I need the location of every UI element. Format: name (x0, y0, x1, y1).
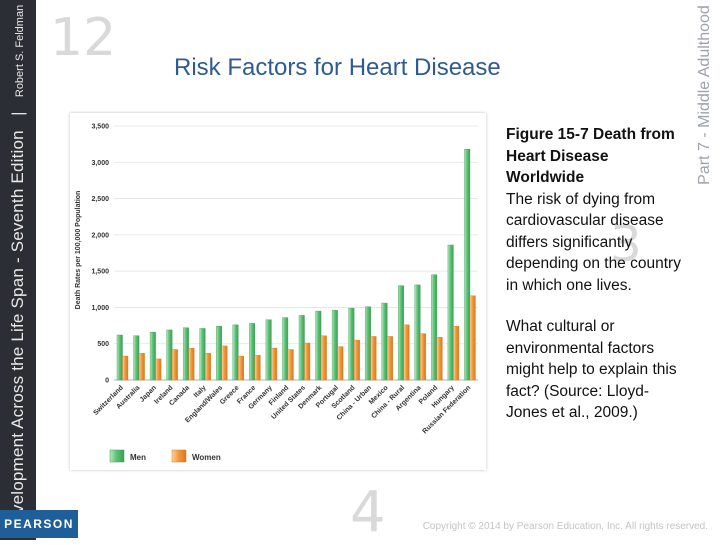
decor-number-3: 3 (610, 215, 642, 273)
bar-women (188, 347, 195, 381)
bar-men (216, 326, 222, 381)
bar-women (171, 349, 178, 381)
y-tick-label: 2,000 (91, 232, 109, 239)
legend-men-label: Men (130, 453, 146, 462)
bar-women (353, 339, 360, 381)
y-tick-label: 1,500 (91, 269, 109, 276)
y-tick-label: 0 (105, 378, 109, 385)
bar-women (420, 333, 427, 381)
bar-men (149, 331, 156, 381)
bar-women (453, 326, 460, 381)
bar-men (265, 319, 272, 381)
bar-women (155, 358, 162, 381)
bar-women (287, 349, 294, 381)
decor-number-4: 4 (350, 480, 386, 545)
publisher-logo: PEARSON (0, 510, 78, 538)
y-tick-label: 1,000 (91, 305, 109, 312)
bar-men (364, 306, 371, 381)
bar-men (431, 274, 438, 381)
bar-women (469, 295, 476, 381)
book-sidebar-text: Development Across the Life Span - Seven… (8, 5, 28, 535)
bar-women (304, 342, 311, 381)
bar-women (271, 347, 278, 381)
bar-men (348, 307, 355, 381)
legend-women-label: Women (192, 453, 221, 462)
bar-men (398, 285, 404, 381)
book-title: Development Across the Life Span - Seven… (8, 130, 27, 536)
bar-women (122, 355, 129, 381)
bar-men (232, 324, 239, 381)
discussion-question: What cultural or environmental factors m… (506, 318, 677, 421)
legend-women-swatch (171, 449, 187, 463)
decor-number-12: 12 (50, 8, 117, 68)
book-author: Robert S. Feldman (14, 4, 26, 98)
figure-description: The risk of dying from cardiovascular di… (506, 190, 681, 294)
bar-women (221, 345, 228, 381)
bar-women (436, 336, 443, 381)
copyright-notice: Copyright © 2014 by Pearson Education, I… (422, 521, 708, 532)
bar-men (249, 323, 256, 381)
y-tick-label: 3,000 (91, 160, 109, 167)
bar-men (331, 310, 338, 381)
bar-men (298, 315, 305, 381)
bar-men (166, 329, 173, 381)
bar-men (464, 149, 471, 381)
bar-women (238, 355, 245, 381)
chart-frame: 0 500 1,000 1,500 2,000 2,500 3,000 3,500 Switz… (70, 113, 486, 470)
y-tick-label: 3,500 (91, 124, 109, 131)
bar-men (133, 335, 140, 381)
legend: Men Women (109, 449, 221, 463)
bar-women (370, 336, 377, 381)
legend-men-swatch (109, 449, 125, 463)
sidebar-divider: | (10, 111, 27, 116)
bar-men (182, 327, 189, 381)
bar-women (138, 352, 145, 381)
bar-women (403, 324, 410, 381)
y-tick-label: 500 (97, 341, 109, 348)
bar-men (315, 310, 322, 381)
y-axis-label: Death Rates per 100,000 Population (75, 191, 82, 310)
bar-men (381, 302, 388, 381)
bar-men (414, 284, 421, 381)
figure-caption: Figure 15-7 Death from Heart Disease Wor… (506, 124, 686, 424)
figure-title: Figure 15-7 Death from Heart Disease Wor… (506, 126, 675, 186)
slide-title: Risk Factors for Heart Disease (174, 54, 501, 81)
part-label: Part 7 - Middle Adulthood (696, 5, 713, 185)
part-sidebar: Part 7 - Middle Adulthood (690, 0, 720, 540)
bar-women (205, 352, 211, 381)
bar-women (320, 335, 327, 381)
bar-men (447, 244, 454, 381)
bar-men (199, 328, 206, 381)
bar-men (116, 334, 123, 381)
y-tick-label: 2,500 (91, 196, 109, 203)
bar-women (387, 336, 393, 381)
bar-men (282, 317, 289, 381)
bar-women (254, 355, 261, 381)
bar-women (337, 346, 344, 381)
book-sidebar: Development Across the Life Span - Seven… (0, 0, 36, 540)
